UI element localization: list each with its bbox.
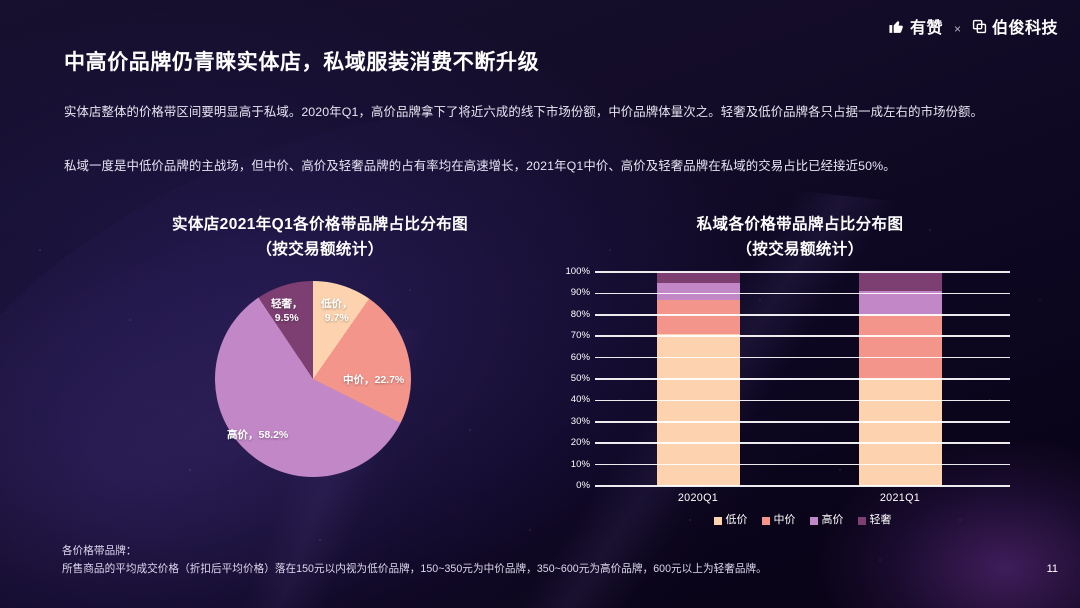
bar-segment [859, 314, 942, 379]
pie-chart-circle [215, 281, 411, 477]
overlapping-squares-icon [972, 19, 987, 39]
bar-chart: 0% 10% 20% 30% 40% 50% 60% 70% 80% 90% 100% 2020Q1… [548, 267, 1010, 526]
legend-swatch [857, 516, 866, 525]
y-axis-tick: 20% [570, 437, 590, 449]
pie-label-qingshe-name: 轻奢， [271, 298, 303, 310]
bar-segment [859, 291, 942, 315]
bar-column-2021q1 [859, 272, 942, 486]
thumbs-up-icon [888, 18, 905, 40]
legend-label: 中价 [773, 514, 796, 526]
y-axis-tick: 40% [570, 394, 590, 406]
pie-label-qingshe-value: 9.5% [274, 312, 299, 324]
y-axis-tick: 60% [570, 351, 590, 363]
pie-label-dijia-name: 低价， [321, 298, 353, 310]
gridline [595, 421, 1010, 423]
bar-segment [859, 379, 942, 486]
y-axis-tick: 80% [570, 308, 590, 320]
pie-label-dijia-value: 9.7% [324, 312, 349, 324]
pie-chart-heading: 实体店2021年Q1各价格带品牌占比分布图 （按交易额统计） [95, 212, 545, 262]
pie-chart-title: 实体店2021年Q1各价格带品牌占比分布图 [171, 216, 469, 233]
y-axis-tick: 50% [570, 373, 590, 384]
y-axis-tick: 100% [565, 266, 590, 277]
y-axis-tick: 90% [570, 287, 590, 299]
logo-youzan-text: 有赞 [909, 20, 943, 37]
pie-label-gaojia: 高价，58.2% [227, 429, 289, 441]
bar-segment [657, 272, 740, 283]
bar-segment [657, 334, 740, 486]
legend-item[interactable]: 高价 [809, 514, 844, 526]
gridline [595, 292, 1010, 295]
bar-segment [657, 299, 740, 335]
gridline [595, 485, 1010, 487]
footnote-body: 所售商品的平均成交价格（折扣后平均价格）落在150元以内视为低价品牌，150~3… [62, 563, 767, 575]
body-paragraph-2: 私域一度是中低价品牌的主战场，但中价、高价及轻奢品牌的占有率均在高速增长，202… [64, 159, 896, 173]
gridline [595, 442, 1010, 444]
y-axis-tick: 70% [570, 330, 590, 342]
bar-chart-legend: 低价 中价 高价 轻奢 [595, 515, 1010, 526]
page-title: 中高价品牌仍青睐实体店，私域服装消费不断升级 [64, 51, 540, 74]
gridline [595, 335, 1010, 337]
bar-column-2020q1 [657, 272, 740, 486]
logo-bojun: 伯俊科技 [972, 19, 1058, 39]
x-axis-label-2020q1: 2020Q1 [677, 492, 719, 504]
bar-segment [657, 282, 740, 300]
y-axis-tick: 0% [576, 480, 590, 491]
pie-label-dijia: 低价， 9.7% [321, 297, 353, 325]
y-axis-tick: 30% [570, 415, 590, 427]
legend-item[interactable]: 低价 [713, 514, 748, 526]
gridline [595, 271, 1010, 273]
gridline [595, 356, 1010, 359]
pie-label-qingshe: 轻奢， 9.5% [271, 297, 303, 325]
footnote-heading: 各价格带品牌： [62, 545, 137, 557]
bar-chart-title: 私域各价格带品牌占比分布图 [696, 216, 904, 233]
y-axis: 0% 10% 20% 30% 40% 50% 60% 70% 80% 90% 100% [548, 267, 590, 491]
legend-item[interactable]: 轻奢 [857, 514, 892, 526]
bar-chart-heading: 私域各价格带品牌占比分布图 （按交易额统计） [590, 212, 1010, 262]
x-axis-label-2021q1: 2021Q1 [879, 492, 921, 504]
gridline [595, 463, 1010, 466]
y-axis-tick: 10% [570, 458, 590, 470]
gridline [595, 399, 1010, 402]
legend-label: 轻奢 [869, 514, 892, 526]
legend-swatch [761, 516, 770, 525]
bar-chart-subtitle: （按交易额统计） [736, 241, 864, 258]
legend-swatch [809, 516, 818, 525]
logo-bar: 有赞 × 伯俊科技 [888, 16, 1058, 42]
bar-segment [859, 272, 942, 292]
legend-label: 高价 [821, 514, 844, 526]
pie-label-zhongjia: 中价，22.7% [343, 374, 405, 386]
legend-label: 低价 [725, 514, 748, 526]
logo-bojun-text: 伯俊科技 [991, 20, 1058, 37]
page-number: 11 [1046, 563, 1058, 575]
gridline [595, 314, 1010, 316]
pie-chart-subtitle: （按交易额统计） [256, 241, 384, 258]
pie-chart: 轻奢， 9.5% 低价， 9.7% 中价，22.7% 高价，58.2% [215, 281, 411, 477]
logo-separator: × [953, 22, 961, 36]
x-axis: 2020Q1 2021Q1 [595, 492, 1010, 508]
logo-youzan: 有赞 [888, 18, 943, 40]
plot-area [595, 271, 1010, 487]
gridline [595, 378, 1010, 380]
legend-swatch [713, 516, 722, 525]
legend-item[interactable]: 中价 [761, 514, 796, 526]
body-paragraph-1: 实体店整体的价格带区间要明显高于私域。2020年Q1，高价品牌拿下了将近六成的线… [64, 105, 984, 119]
